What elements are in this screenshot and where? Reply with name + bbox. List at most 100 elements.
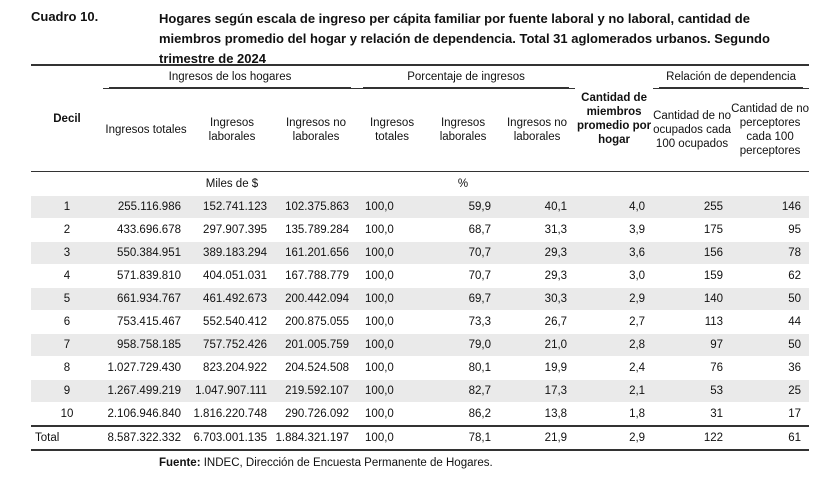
table-cell-no: 156 (653, 241, 732, 265)
table-cell-inl: 201.005.759 (275, 333, 358, 357)
table-number: Cuadro 10. (31, 9, 99, 24)
table-cell-pt: 100,0 (357, 402, 428, 427)
table-cell-pl: 79,0 (427, 333, 500, 357)
table-cell-inl: 290.726.092 (275, 402, 358, 427)
table-cell-no: 97 (653, 333, 732, 357)
table-cell-m: 3,6 (575, 241, 654, 265)
table-row: 6 753.415.467 552.540.412 200.875.055 100,0 7… (31, 310, 810, 334)
total-cell-decil: Total (31, 425, 103, 451)
unit-miles: Miles de $ (205, 178, 259, 190)
header-ingresos-laborales: Ingresos laborales (189, 88, 275, 172)
table-cell-pl: 59,9 (427, 196, 500, 219)
header-decil: Decil (31, 64, 103, 172)
table-cell-il: 757.752.426 (189, 333, 275, 357)
table-cell-no: 159 (653, 264, 732, 288)
total-row: Total 8.587.322.332 6.703.001.135 1.884.321… (31, 425, 810, 451)
total-cell-pnl: 21,9 (499, 425, 576, 451)
table-cell-decil: 7 (31, 333, 103, 357)
table-cell-no: 175 (653, 218, 732, 242)
table-cell-il: 297.907.395 (189, 218, 275, 242)
table-cell-pnl: 30,3 (499, 287, 576, 311)
table-cell-np: 50 (731, 333, 810, 357)
table-cell-np: 62 (731, 264, 810, 288)
table-cell-il: 552.540.412 (189, 310, 275, 334)
table-cell-decil: 10 (31, 402, 103, 427)
table-title: Hogares según escala de ingreso per cápi… (159, 11, 770, 66)
table-cell-np: 17 (731, 402, 810, 427)
table-cell-no: 53 (653, 379, 732, 403)
table-cell-pt: 100,0 (357, 218, 428, 242)
table-cell-pl: 80,1 (427, 356, 500, 380)
table-cell-no: 255 (653, 196, 732, 219)
header-ingresos-totales: Ingresos totales (103, 88, 189, 172)
table-cell-it: 433.696.678 (103, 218, 189, 242)
table-cell-inl: 161.201.656 (275, 241, 358, 265)
table-cell-m: 2,1 (575, 379, 654, 403)
table-cell-pt: 100,0 (357, 196, 428, 219)
table-row: 3 550.384.951 389.183.294 161.201.656 100,0 7… (31, 241, 810, 265)
table-cell-it: 1.267.499.219 (103, 379, 189, 403)
table-cell-pnl: 31,3 (499, 218, 576, 242)
table-cell-it: 1.027.729.430 (103, 356, 189, 380)
total-cell-pl: 78,1 (427, 425, 500, 451)
table-cell-il: 389.183.294 (189, 241, 275, 265)
table-cell-no: 76 (653, 356, 732, 380)
header-pct-totales: Ingresos totales (357, 88, 428, 172)
table-cell-inl: 204.524.508 (275, 356, 358, 380)
table-cell-decil: 2 (31, 218, 103, 242)
table-cell-no: 140 (653, 287, 732, 311)
table-cell-np: 50 (731, 287, 810, 311)
header-pct-laborales: Ingresos laborales (427, 88, 500, 172)
table-cell-no: 31 (653, 402, 732, 427)
table-cell-it: 958.758.185 (103, 333, 189, 357)
table-cell-inl: 167.788.779 (275, 264, 358, 288)
table-row: 2 433.696.678 297.907.395 135.789.284 100,0 6… (31, 218, 810, 242)
table-cell-np: 25 (731, 379, 810, 403)
table-cell-inl: 219.592.107 (275, 379, 358, 403)
table-cell-pt: 100,0 (357, 264, 428, 288)
table-cell-np: 36 (731, 356, 810, 380)
table-cell-m: 4,0 (575, 196, 654, 219)
table-cell-it: 255.116.986 (103, 196, 189, 219)
table-cell-pl: 69,7 (427, 287, 500, 311)
table-cell-m: 1,8 (575, 402, 654, 427)
table-cell-pl: 70,7 (427, 264, 500, 288)
table-row: 1 255.116.986 152.741.123 102.375.863 100,0 5… (31, 196, 810, 219)
table-cell-pl: 86,2 (427, 402, 500, 427)
header-pct-no-laborales: Ingresos no laborales (499, 88, 576, 172)
table-cell-pt: 100,0 (357, 241, 428, 265)
table-cell-pl: 82,7 (427, 379, 500, 403)
table-cell-pnl: 29,3 (499, 241, 576, 265)
table-cell-decil: 9 (31, 379, 103, 403)
total-cell-np: 61 (731, 425, 810, 451)
table-cell-pnl: 21,0 (499, 333, 576, 357)
table-cell-inl: 102.375.863 (275, 196, 358, 219)
table-cell-il: 1.816.220.748 (189, 402, 275, 427)
table-row: 4 571.839.810 404.051.031 167.788.779 100,0 7… (31, 264, 810, 288)
table-cell-it: 661.934.767 (103, 287, 189, 311)
source-note: Fuente: INDEC, Dirección de Encuesta Per… (159, 457, 493, 469)
table-cell-il: 404.051.031 (189, 264, 275, 288)
table-cell-pl: 70,7 (427, 241, 500, 265)
table-cell-pnl: 19,9 (499, 356, 576, 380)
total-cell-inl: 1.884.321.197 (275, 425, 358, 451)
table-cell-no: 113 (653, 310, 732, 334)
group-header-relacion: Relación de dependencia (653, 64, 810, 89)
table-cell-pl: 68,7 (427, 218, 500, 242)
table-cell-decil: 3 (31, 241, 103, 265)
group-header-ingresos: Ingresos de los hogares (103, 64, 358, 89)
total-cell-pt: 100,0 (357, 425, 428, 451)
table-cell-il: 823.204.922 (189, 356, 275, 380)
table-cell-decil: 1 (31, 196, 103, 219)
table-cell-decil: 6 (31, 310, 103, 334)
group-header-porcentaje: Porcentaje de ingresos (357, 64, 576, 89)
table-cell-np: 95 (731, 218, 810, 242)
table-cell-m: 2,4 (575, 356, 654, 380)
table-row: 10 2.106.946.840 1.816.220.748 290.726.092 1… (31, 402, 810, 427)
table-cell-decil: 8 (31, 356, 103, 380)
table-cell-m: 2,9 (575, 287, 654, 311)
table-cell-m: 2,7 (575, 310, 654, 334)
table-cell-pnl: 29,3 (499, 264, 576, 288)
table-cell-pnl: 40,1 (499, 196, 576, 219)
unit-percent: % (457, 178, 469, 190)
